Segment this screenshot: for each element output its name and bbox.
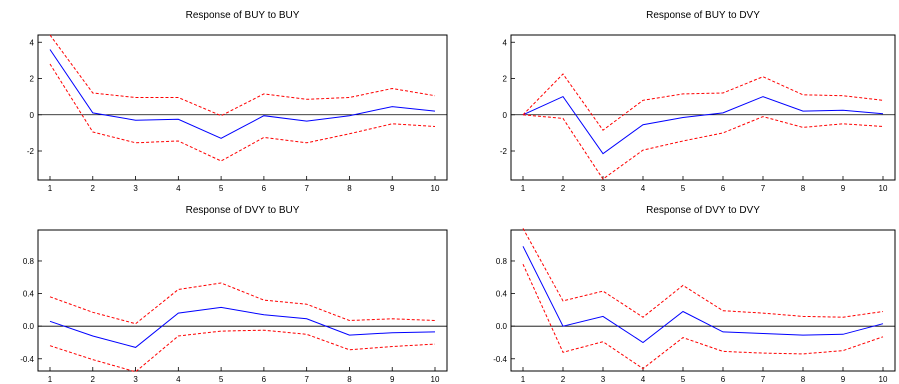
- x-tick-label: 2: [561, 375, 566, 384]
- y-tick-label: 0.0: [496, 322, 508, 331]
- x-tick-label: 9: [841, 184, 846, 193]
- y-tick-label: 0.4: [496, 290, 508, 299]
- chart-title: Response of BUY to BUY: [186, 10, 300, 21]
- y-tick-label: 0.4: [23, 290, 35, 299]
- x-tick-label: 1: [521, 184, 526, 193]
- chart-panel-3: Response of DVY to BUY 0.8 0.4 0.0 -0.4 1 2 3 4 5…: [20, 205, 448, 384]
- y-tick-label: 2: [503, 75, 508, 84]
- y-tick-label: 0.0: [23, 322, 35, 331]
- x-tick-label: 8: [347, 184, 352, 193]
- x-tick-label: 1: [48, 184, 53, 193]
- x-tick-label: 7: [304, 184, 309, 193]
- plot-frame: [510, 229, 896, 372]
- response-line: [49, 306, 436, 348]
- x-tick-label: 7: [761, 184, 766, 193]
- x-tick-label: 6: [262, 375, 267, 384]
- x-tick-label: 5: [681, 184, 686, 193]
- response-line: [522, 246, 884, 344]
- x-tick-label: 5: [219, 375, 224, 384]
- y-tick-label: -2: [27, 147, 35, 156]
- y-tick-label: 2: [30, 75, 35, 84]
- x-tick-label: 6: [262, 184, 267, 193]
- y-tick-label: 4: [30, 38, 35, 47]
- y-tick-label: 0.8: [23, 257, 35, 266]
- x-tick-label: 2: [91, 375, 96, 384]
- x-tick-label: 10: [431, 184, 440, 193]
- y-tick-label: 4: [503, 38, 508, 47]
- x-tick-label: 6: [721, 375, 726, 384]
- x-tick-label: 10: [431, 375, 440, 384]
- upper-band-line: [49, 282, 436, 325]
- x-tick-label: 7: [761, 375, 766, 384]
- x-tick-label: 9: [390, 184, 395, 193]
- plot-frame: [37, 34, 448, 181]
- x-tick-label: 1: [521, 375, 526, 384]
- chart-title: Response of DVY to BUY: [186, 205, 300, 216]
- x-tick-label: 3: [133, 184, 138, 193]
- chart-panel-1: Response of BUY to BUY 4 2 0 -2 1 2 3 4 5 6 7 8 9 10: [27, 10, 448, 193]
- response-line: [522, 95, 884, 155]
- y-tick-label: 0: [30, 111, 35, 120]
- lower-band-line: [522, 263, 884, 370]
- x-tick-label: 10: [879, 184, 888, 193]
- x-tick-label: 4: [176, 375, 181, 384]
- x-tick-label: 4: [176, 184, 181, 193]
- x-tick-label: 7: [304, 375, 309, 384]
- y-tick-label: 0.8: [496, 257, 508, 266]
- x-tick-label: 5: [219, 184, 224, 193]
- plot-frame: [510, 34, 896, 181]
- y-tick-label: -2: [500, 147, 508, 156]
- x-tick-label: 8: [801, 375, 806, 384]
- chart-panel-2: Response of BUY to DVY 4 2 0 -2 1 2 3 4 5 6 7 8 9 10: [500, 10, 896, 193]
- x-tick-label: 9: [390, 375, 395, 384]
- x-tick-label: 1: [48, 375, 53, 384]
- x-tick-label: 9: [841, 375, 846, 384]
- response-line: [49, 49, 436, 139]
- chart-panel-4: Response of DVY to DVY 0.8 0.4 0.0 -0.4 1 2 3 4 5…: [493, 205, 896, 384]
- chart-title: Response of BUY to DVY: [646, 10, 760, 21]
- lower-band-line: [49, 329, 436, 373]
- y-tick-label: 0: [503, 111, 508, 120]
- x-tick-label: 2: [561, 184, 566, 193]
- x-tick-label: 8: [347, 375, 352, 384]
- y-tick-label: -0.4: [20, 355, 34, 364]
- x-tick-label: 5: [681, 375, 686, 384]
- x-tick-label: 2: [91, 184, 96, 193]
- x-tick-label: 3: [133, 375, 138, 384]
- x-tick-label: 3: [601, 375, 606, 384]
- x-tick-label: 8: [801, 184, 806, 193]
- upper-band-line: [522, 73, 884, 131]
- x-tick-label: 3: [601, 184, 606, 193]
- plot-frame: [37, 229, 448, 372]
- upper-band-line: [49, 34, 436, 117]
- lower-band-line: [49, 63, 436, 162]
- x-tick-label: 6: [721, 184, 726, 193]
- x-tick-label: 4: [641, 184, 646, 193]
- x-tick-label: 4: [641, 375, 646, 384]
- x-tick-label: 10: [879, 375, 888, 384]
- y-tick-label: -0.4: [493, 355, 507, 364]
- upper-band-line: [522, 228, 884, 318]
- lower-band-line: [522, 114, 884, 180]
- chart-title: Response of DVY to DVY: [646, 205, 760, 216]
